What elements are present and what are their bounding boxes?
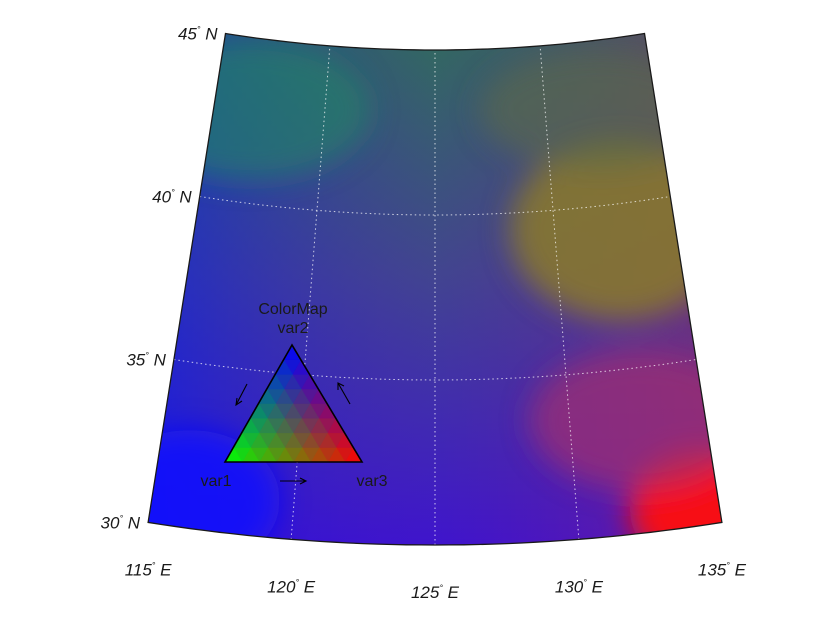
colormap-title: ColorMap [258, 301, 327, 318]
axis-tick-labels: 115° E 120° E 125° E 130° E 135° E 30° N 35° N… [101, 25, 747, 602]
lon-label-115: 115° E [125, 560, 172, 579]
meridian-130 [539, 45, 580, 540]
lon-label-125: 125° E [411, 583, 460, 602]
lon-label-135: 135° E [698, 560, 747, 579]
parallel-35 [173, 359, 697, 381]
lat-label-30: 30° N [101, 513, 141, 532]
lon-label-130: 130° E [555, 577, 604, 596]
arrow-right-edge [337, 382, 351, 405]
map-frame [147, 32, 723, 546]
lat-label-45: 45° N [178, 25, 218, 44]
arrow-left-edge [235, 383, 248, 407]
colormap-var1-label: var1 [200, 473, 231, 490]
lat-label-35: 35° N [126, 350, 166, 369]
colormap-var2-label: var2 [277, 320, 308, 337]
lat-label-40: 40° N [152, 187, 192, 206]
arrow-bottom-edge [280, 477, 308, 485]
lon-label-120: 120° E [267, 577, 316, 596]
colormap-triangle-cells [224, 344, 363, 463]
colormap-var3-label: var3 [356, 473, 387, 490]
ternary-colormap-legend: ColorMap var2 var1 var3 [200, 301, 387, 490]
colormap-triangle-outline [223, 343, 364, 463]
